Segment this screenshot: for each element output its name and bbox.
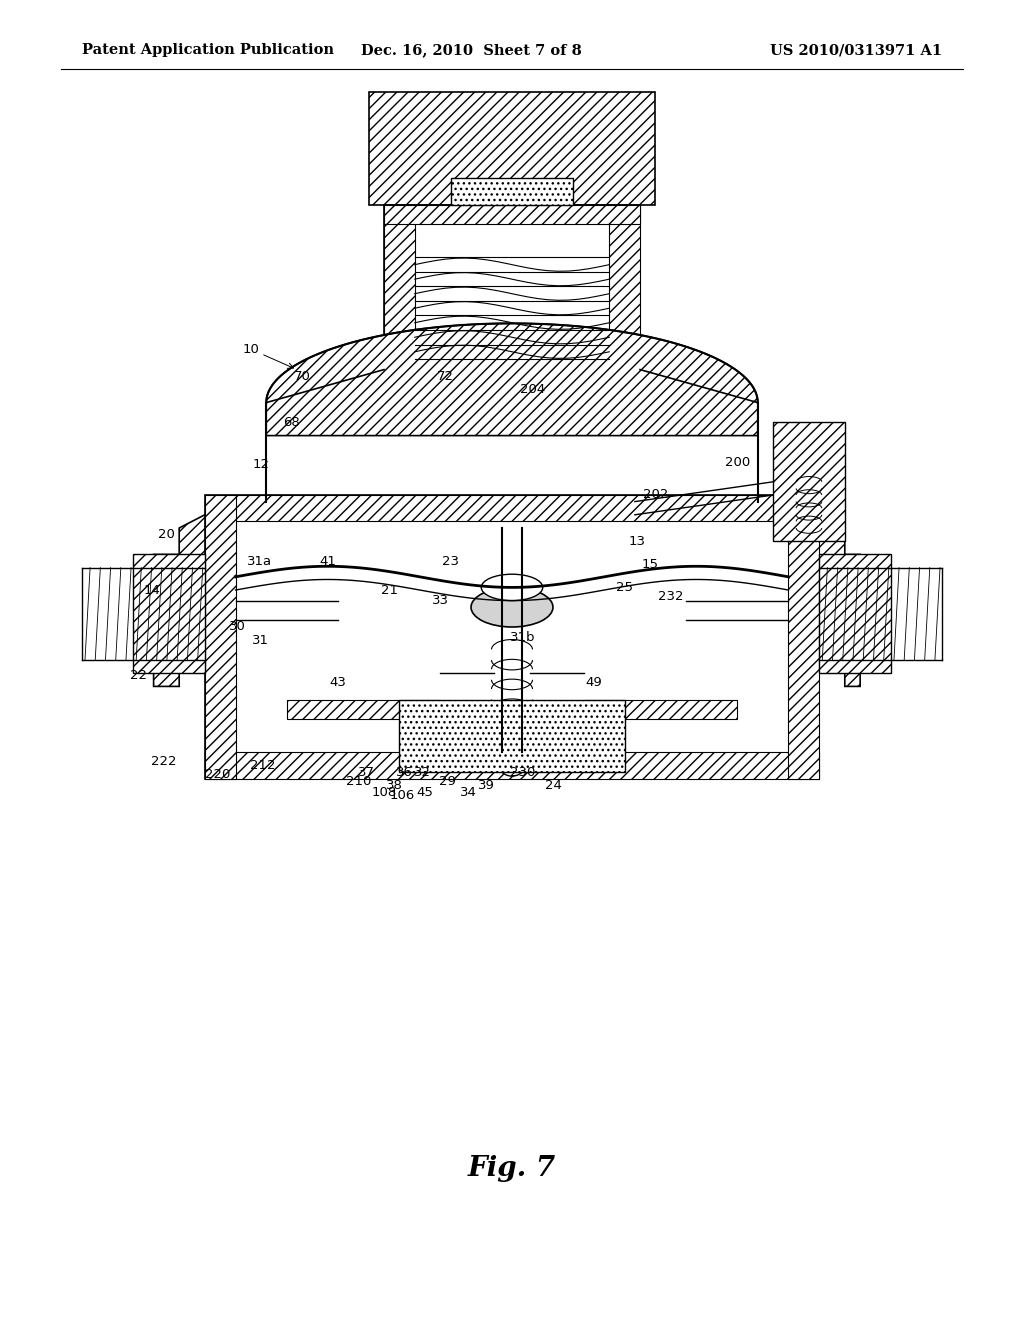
Text: 108: 108 bbox=[372, 785, 396, 799]
FancyBboxPatch shape bbox=[773, 422, 845, 541]
Text: 212: 212 bbox=[251, 759, 275, 772]
Bar bbox=[205, 495, 819, 521]
FancyBboxPatch shape bbox=[466, 733, 558, 766]
Text: 68: 68 bbox=[284, 416, 300, 429]
Text: 220: 220 bbox=[206, 768, 230, 781]
FancyBboxPatch shape bbox=[819, 554, 891, 673]
Text: 34: 34 bbox=[460, 785, 476, 799]
Text: 38: 38 bbox=[386, 779, 402, 792]
Text: 12: 12 bbox=[253, 458, 269, 471]
Text: 39: 39 bbox=[478, 779, 495, 792]
FancyBboxPatch shape bbox=[384, 205, 640, 370]
Text: 31a: 31a bbox=[247, 554, 271, 568]
Bar bbox=[384, 205, 640, 224]
Polygon shape bbox=[758, 502, 860, 686]
Text: 72: 72 bbox=[437, 370, 454, 383]
Text: 29: 29 bbox=[439, 775, 456, 788]
FancyBboxPatch shape bbox=[369, 92, 655, 205]
Text: 43: 43 bbox=[330, 676, 346, 689]
Text: 222: 222 bbox=[152, 755, 176, 768]
Text: 37: 37 bbox=[358, 766, 375, 779]
Ellipse shape bbox=[471, 587, 553, 627]
Text: 15: 15 bbox=[642, 558, 658, 572]
Text: 210: 210 bbox=[346, 775, 371, 788]
Polygon shape bbox=[154, 502, 266, 686]
Text: 22: 22 bbox=[130, 669, 146, 682]
Text: 200: 200 bbox=[725, 455, 750, 469]
Text: Dec. 16, 2010  Sheet 7 of 8: Dec. 16, 2010 Sheet 7 of 8 bbox=[360, 44, 582, 57]
Text: 106: 106 bbox=[390, 789, 415, 803]
Text: 10: 10 bbox=[243, 343, 259, 356]
Text: 24: 24 bbox=[545, 779, 561, 792]
Text: 33: 33 bbox=[432, 594, 449, 607]
Bar bbox=[287, 700, 440, 719]
Bar bbox=[788, 495, 819, 779]
Bar bbox=[205, 752, 819, 779]
Bar bbox=[399, 700, 625, 772]
Bar bbox=[384, 205, 415, 370]
Text: 25: 25 bbox=[616, 581, 633, 594]
Text: 49: 49 bbox=[586, 676, 602, 689]
Text: 204: 204 bbox=[520, 383, 545, 396]
Bar bbox=[584, 700, 737, 719]
Text: 45: 45 bbox=[417, 785, 433, 799]
Text: 21: 21 bbox=[381, 583, 397, 597]
Text: 41: 41 bbox=[319, 554, 336, 568]
Text: 202: 202 bbox=[643, 488, 668, 502]
Text: 31: 31 bbox=[252, 634, 268, 647]
Text: Patent Application Publication: Patent Application Publication bbox=[82, 44, 334, 57]
Polygon shape bbox=[266, 323, 758, 436]
Circle shape bbox=[494, 729, 530, 776]
Text: Fig. 7: Fig. 7 bbox=[468, 1155, 556, 1181]
Text: 31b: 31b bbox=[510, 631, 535, 644]
Bar bbox=[609, 205, 640, 370]
Bar bbox=[451, 178, 573, 205]
Text: 14: 14 bbox=[143, 583, 160, 597]
Text: 20: 20 bbox=[159, 528, 175, 541]
Text: 230: 230 bbox=[510, 766, 535, 779]
Ellipse shape bbox=[481, 574, 543, 601]
Bar bbox=[205, 495, 236, 779]
Text: 232: 232 bbox=[658, 590, 683, 603]
Text: 32: 32 bbox=[415, 766, 431, 779]
Text: 70: 70 bbox=[294, 370, 310, 383]
Text: 36: 36 bbox=[396, 766, 413, 779]
FancyBboxPatch shape bbox=[205, 495, 819, 779]
Text: 23: 23 bbox=[442, 554, 459, 568]
Text: US 2010/0313971 A1: US 2010/0313971 A1 bbox=[770, 44, 942, 57]
Text: 13: 13 bbox=[629, 535, 645, 548]
FancyBboxPatch shape bbox=[133, 554, 205, 673]
Text: 30: 30 bbox=[229, 620, 246, 634]
